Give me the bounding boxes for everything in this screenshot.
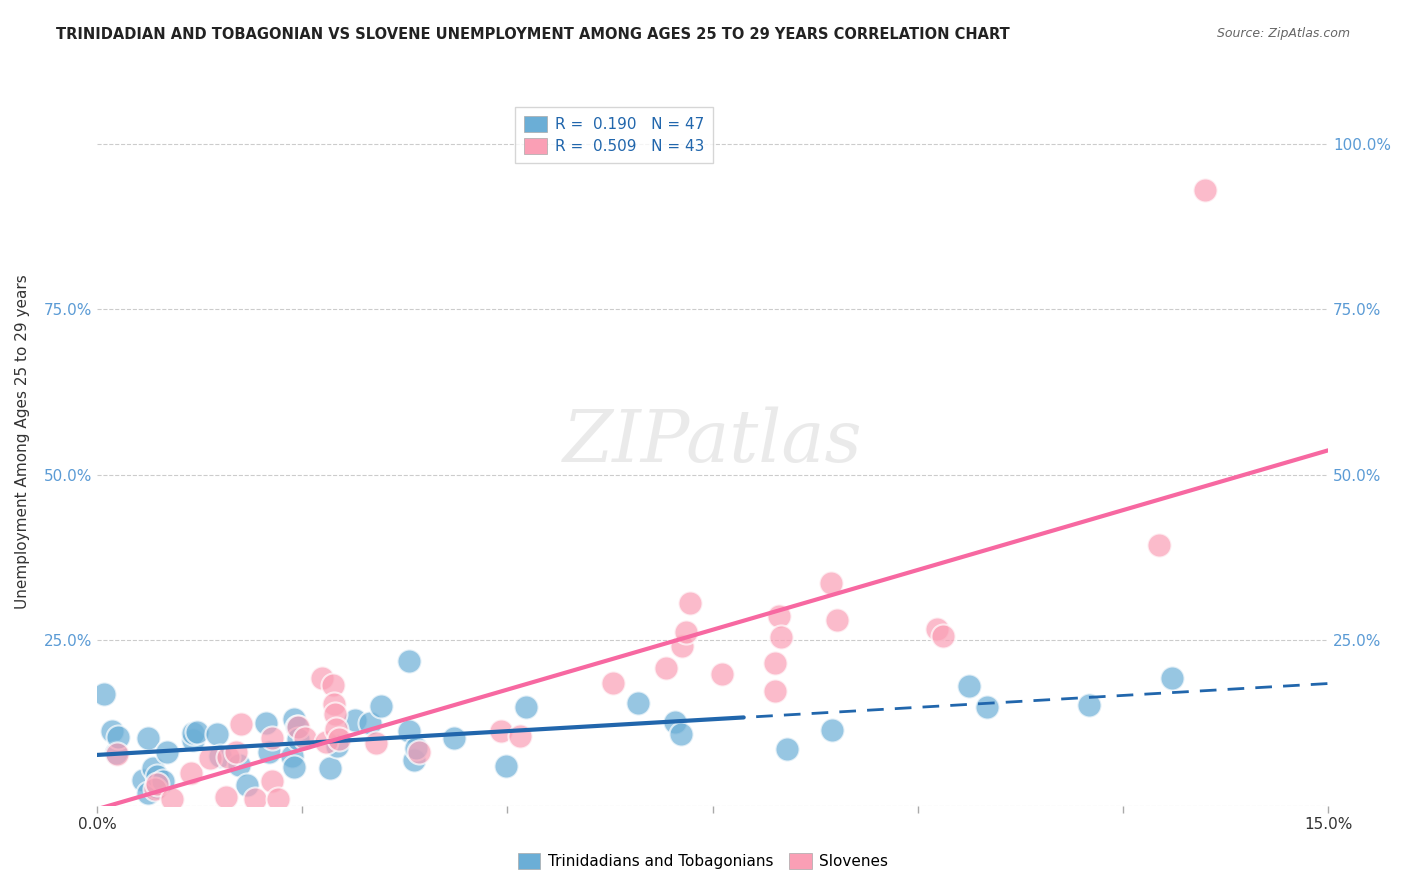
Point	[495, 758, 517, 772]
Point	[326, 739, 349, 753]
Point	[209, 749, 232, 764]
Point	[105, 747, 128, 761]
Point	[370, 699, 392, 714]
Point	[398, 724, 420, 739]
Legend: R =  0.190   N = 47, R =  0.509   N = 43: R = 0.190 N = 47, R = 0.509 N = 43	[515, 107, 713, 163]
Text: ZIPatlas: ZIPatlas	[562, 406, 862, 477]
Point	[181, 732, 204, 747]
Point	[228, 757, 250, 772]
Point	[404, 753, 426, 767]
Point	[236, 778, 259, 792]
Point	[671, 727, 693, 741]
Point	[323, 697, 346, 711]
Point	[763, 657, 786, 671]
Point	[325, 722, 347, 736]
Point	[259, 745, 281, 759]
Point	[1147, 538, 1170, 552]
Point	[328, 732, 350, 747]
Point	[198, 751, 221, 765]
Point	[101, 723, 124, 738]
Point	[180, 766, 202, 780]
Point	[146, 777, 169, 791]
Point	[323, 707, 346, 722]
Point	[675, 624, 697, 639]
Point	[932, 629, 955, 643]
Point	[285, 720, 308, 734]
Point	[627, 697, 650, 711]
Point	[825, 613, 848, 627]
Point	[405, 741, 427, 756]
Point	[146, 769, 169, 783]
Point	[763, 684, 786, 698]
Point	[143, 781, 166, 796]
Point	[280, 749, 302, 764]
Legend: Trinidadians and Tobagonians, Slovenes: Trinidadians and Tobagonians, Slovenes	[512, 847, 894, 875]
Point	[820, 576, 842, 591]
Point	[770, 630, 793, 644]
Y-axis label: Unemployment Among Ages 25 to 29 years: Unemployment Among Ages 25 to 29 years	[15, 274, 30, 609]
Point	[93, 688, 115, 702]
Point	[142, 761, 165, 775]
Point	[655, 661, 678, 675]
Point	[821, 723, 844, 738]
Point	[217, 750, 239, 764]
Point	[160, 792, 183, 806]
Point	[152, 774, 174, 789]
Point	[509, 729, 531, 743]
Point	[260, 774, 283, 789]
Point	[515, 700, 537, 714]
Point	[322, 678, 344, 692]
Point	[156, 745, 179, 759]
Point	[711, 667, 734, 681]
Point	[229, 717, 252, 731]
Point	[364, 736, 387, 750]
Point	[181, 725, 204, 739]
Point	[243, 792, 266, 806]
Point	[927, 622, 949, 636]
Point	[146, 780, 169, 794]
Point	[1077, 698, 1099, 713]
Point	[957, 679, 980, 693]
Point	[775, 742, 797, 756]
Point	[215, 790, 238, 805]
Point	[671, 639, 693, 653]
Text: Source: ZipAtlas.com: Source: ZipAtlas.com	[1216, 27, 1350, 40]
Point	[408, 745, 430, 759]
Point	[283, 712, 305, 726]
Point	[138, 731, 160, 745]
Point	[132, 772, 155, 787]
Point	[294, 731, 316, 745]
Point	[1194, 183, 1216, 197]
Point	[287, 732, 309, 747]
Point	[359, 716, 381, 731]
Point	[283, 760, 305, 774]
Point	[398, 654, 420, 668]
Point	[225, 745, 247, 759]
Point	[664, 714, 686, 729]
Point	[107, 731, 129, 745]
Point	[343, 713, 366, 727]
Point	[1160, 671, 1182, 685]
Point	[602, 676, 624, 690]
Point	[768, 609, 790, 624]
Text: TRINIDADIAN AND TOBAGONIAN VS SLOVENE UNEMPLOYMENT AMONG AGES 25 TO 29 YEARS COR: TRINIDADIAN AND TOBAGONIAN VS SLOVENE UN…	[56, 27, 1010, 42]
Point	[260, 731, 283, 745]
Point	[443, 731, 465, 745]
Point	[318, 761, 340, 775]
Point	[254, 715, 277, 730]
Point	[315, 735, 337, 749]
Point	[138, 786, 160, 800]
Point	[976, 699, 998, 714]
Point	[489, 724, 512, 739]
Point	[207, 727, 229, 741]
Point	[679, 596, 702, 610]
Point	[105, 746, 128, 760]
Point	[287, 719, 309, 733]
Point	[311, 671, 333, 685]
Point	[267, 792, 290, 806]
Point	[186, 725, 208, 739]
